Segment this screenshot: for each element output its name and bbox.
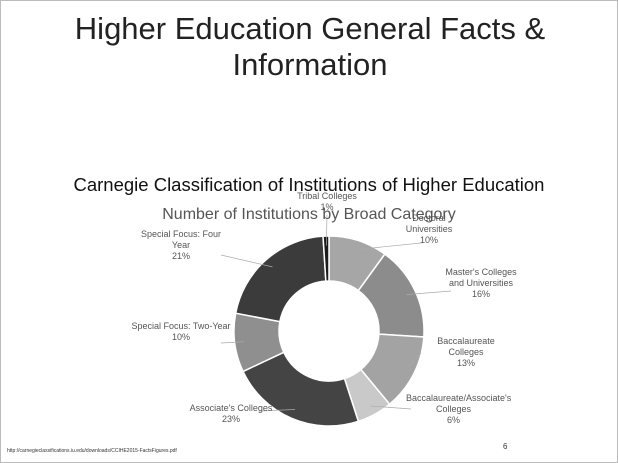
page-number: 6 xyxy=(503,442,508,451)
data-label: Special Focus: Four Year 21% xyxy=(131,229,231,262)
data-label: Associate's Colleges 23% xyxy=(186,403,276,425)
category-label: Special Focus: Four Year xyxy=(140,229,222,250)
category-label: Doctoral Universities xyxy=(405,213,453,234)
value-label: 1% xyxy=(320,202,334,212)
leader-line xyxy=(325,214,328,246)
value-label: 21% xyxy=(171,251,190,261)
data-label: Doctoral Universities 10% xyxy=(389,213,469,246)
leader-line xyxy=(404,352,422,371)
value-label: 10% xyxy=(171,332,190,342)
source-url: http://carnegieclassifications.iu.edu/do… xyxy=(7,448,177,454)
value-label: 6% xyxy=(446,415,460,425)
leader-line xyxy=(220,254,273,268)
data-label: Baccalaureate/Associate's Colleges 6% xyxy=(406,393,512,426)
value-label: 13% xyxy=(456,358,475,368)
chart-title: Number of Institutions by Broad Category xyxy=(162,206,456,223)
value-label: 16% xyxy=(471,289,490,299)
slide-subtitle: Carnegie Classification of Institutions … xyxy=(73,174,545,195)
category-label: Associate's Colleges xyxy=(189,403,273,413)
category-label: Tribal Colleges xyxy=(297,191,357,201)
leader-line xyxy=(406,290,452,295)
category-label: Baccalaureate/Associate's Colleges xyxy=(406,393,512,414)
category-label: Special Focus: Two-Year xyxy=(131,321,231,331)
leader-line xyxy=(258,409,296,412)
value-label: 10% xyxy=(419,235,438,245)
category-label: Master's Colleges and Universities xyxy=(445,267,517,288)
data-label: Master's Colleges and Universities 16% xyxy=(441,267,521,300)
value-label: 23% xyxy=(221,414,240,424)
donut-segment xyxy=(322,235,330,282)
leader-line xyxy=(355,242,422,251)
data-label: Tribal Colleges 1% xyxy=(297,191,357,213)
leader-line xyxy=(370,405,412,410)
data-label: Special Focus: Two-Year 10% xyxy=(131,321,231,343)
slide-title: Higher Education General Facts & Informa… xyxy=(74,11,546,82)
data-label: Baccalaureate Colleges 13% xyxy=(426,336,506,369)
donut-segment xyxy=(234,235,327,323)
category-label: Baccalaureate Colleges xyxy=(437,336,495,357)
leader-line xyxy=(220,341,245,344)
